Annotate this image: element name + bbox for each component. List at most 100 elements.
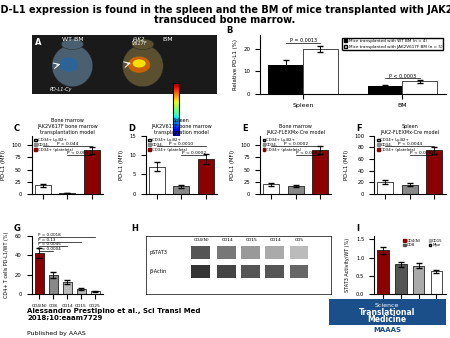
Text: P = 0.044: P = 0.044	[57, 142, 78, 146]
Bar	[59, 193, 75, 194]
Text: pSTAT3: pSTAT3	[149, 250, 167, 255]
Y-axis label: PD-L1 (MFI): PD-L1 (MFI)	[119, 150, 124, 180]
Text: P = 0.0013: P = 0.0013	[289, 38, 317, 43]
Text: Medicine: Medicine	[368, 315, 406, 324]
Text: P < 0.0002: P < 0.0002	[296, 151, 320, 155]
Text: P < 0.0002: P < 0.0002	[182, 151, 206, 155]
Bar	[378, 182, 393, 194]
Y-axis label: PD-L1 (MFI): PD-L1 (MFI)	[1, 150, 6, 180]
Bar	[402, 81, 437, 94]
Legend: CD34+ Ly-B2+, CD34-, CD34+ (platelets): CD34+ Ly-B2+, CD34-, CD34+ (platelets)	[376, 138, 416, 153]
Bar	[191, 246, 210, 259]
Text: Science: Science	[375, 303, 399, 308]
Bar	[426, 150, 442, 194]
Text: β-Actin: β-Actin	[149, 269, 166, 274]
Bar	[217, 265, 236, 278]
Ellipse shape	[59, 57, 78, 72]
Text: P < 0.0003: P < 0.0003	[389, 74, 416, 79]
Text: P < 0.0002: P < 0.0002	[68, 151, 91, 155]
Bar	[198, 159, 214, 194]
Title: Bone marrow
JAK2V617F bone marrow
transplantation model: Bone marrow JAK2V617F bone marrow transp…	[37, 118, 98, 135]
Text: F: F	[356, 124, 362, 133]
Text: P = 0.0045: P = 0.0045	[38, 242, 61, 246]
Ellipse shape	[122, 45, 163, 87]
Text: B: B	[226, 26, 233, 34]
Title: Spleen
JAK2-FLEXMx-Cre model: Spleen JAK2-FLEXMx-Cre model	[380, 124, 439, 135]
Legend: CD4(N), CD8, CD15, Mpe: CD4(N), CD8, CD15, Mpe	[402, 238, 444, 248]
Bar	[268, 65, 303, 94]
Text: P < 0.0004: P < 0.0004	[38, 247, 61, 251]
Text: CD14: CD14	[221, 238, 233, 242]
Text: MAAAS: MAAAS	[373, 327, 401, 333]
Text: transduced bone marrow.: transduced bone marrow.	[154, 15, 296, 25]
Text: CD4(N): CD4(N)	[194, 238, 209, 242]
Text: WT BM: WT BM	[62, 37, 83, 42]
Bar	[431, 271, 442, 294]
Text: D: D	[128, 124, 135, 133]
Legend: Mice transplanted with WT BM (n = 4), Mice transplanted with JAK2V617F BM (n = 5: Mice transplanted with WT BM (n = 4), Mi…	[342, 38, 443, 50]
Bar	[328, 325, 446, 335]
Text: Published by AAAS: Published by AAAS	[27, 331, 86, 336]
Bar	[266, 265, 284, 278]
Ellipse shape	[133, 59, 146, 68]
Title: Spleen
JAK2V617F bone marrow
transplantation model: Spleen JAK2V617F bone marrow transplanta…	[151, 118, 212, 135]
Bar	[49, 275, 58, 294]
Bar	[241, 246, 260, 259]
Ellipse shape	[52, 45, 93, 87]
Text: Fig. 4 PD-L1 expression is found in the spleen and the BM of mice transplanted w: Fig. 4 PD-L1 expression is found in the …	[0, 5, 450, 15]
Text: CD15: CD15	[246, 238, 257, 242]
Bar	[241, 265, 260, 278]
Y-axis label: PD-L1 (MFI): PD-L1 (MFI)	[230, 150, 234, 180]
Bar	[90, 291, 99, 294]
Bar	[289, 246, 308, 259]
Bar	[263, 184, 279, 194]
Text: V617F: V617F	[131, 41, 147, 46]
Text: P = 0.0018: P = 0.0018	[38, 233, 61, 237]
Bar	[312, 150, 328, 194]
Bar	[378, 250, 389, 294]
Bar	[402, 185, 418, 194]
Text: H: H	[131, 224, 138, 233]
Ellipse shape	[61, 39, 83, 49]
Legend: CD34+ Ly-B2+, CD34-, CD34+ (platelets): CD34+ Ly-B2+, CD34-, CD34+ (platelets)	[262, 138, 302, 153]
Text: CD5: CD5	[295, 238, 304, 242]
Text: P < 0.0010: P < 0.0010	[169, 142, 194, 146]
Bar	[35, 253, 44, 294]
Bar	[149, 167, 165, 194]
Text: P = 0.13: P = 0.13	[38, 238, 55, 242]
Bar	[413, 266, 424, 294]
Bar	[289, 265, 308, 278]
Legend: CD34+ Ly-B2+, CD34-, CD34+ (platelets): CD34+ Ly-B2+, CD34-, CD34+ (platelets)	[33, 138, 74, 153]
Text: A: A	[35, 39, 42, 47]
Text: G: G	[14, 224, 21, 233]
Text: PD-L1-Cy: PD-L1-Cy	[50, 88, 72, 92]
Text: E: E	[242, 124, 248, 133]
Text: P < 0.0002: P < 0.0002	[284, 142, 308, 146]
Bar	[368, 86, 402, 94]
Text: Translational: Translational	[359, 308, 415, 317]
Bar	[63, 283, 72, 294]
Bar	[191, 265, 210, 278]
Title: Bone marrow
JAK2-FLEXMx-Cre model: Bone marrow JAK2-FLEXMx-Cre model	[266, 124, 325, 135]
Text: P < 0.0005: P < 0.0005	[410, 151, 434, 155]
Legend: CD34+ Ly-B2+, CD34-, CD34+ (platelets): CD34+ Ly-B2+, CD34-, CD34+ (platelets)	[148, 138, 188, 153]
Y-axis label: STAT3 Activity/WT (%): STAT3 Activity/WT (%)	[346, 238, 351, 292]
Text: P < 0.0044: P < 0.0044	[398, 142, 422, 146]
Bar	[84, 150, 99, 194]
Bar	[288, 186, 304, 194]
Text: CD14: CD14	[270, 238, 282, 242]
Text: I: I	[356, 224, 359, 233]
Text: Alessandro Prestipino et al., Sci Transl Med
2018;10:eaam7729: Alessandro Prestipino et al., Sci Transl…	[27, 308, 201, 320]
Y-axis label: CD4+ T cells PD-L1/WT (%): CD4+ T cells PD-L1/WT (%)	[4, 232, 9, 298]
Bar	[217, 246, 236, 259]
Bar	[76, 289, 86, 294]
Text: JAK2: JAK2	[133, 37, 145, 42]
Ellipse shape	[128, 56, 150, 73]
Bar	[303, 49, 338, 94]
Text: C: C	[14, 124, 20, 133]
Ellipse shape	[132, 39, 154, 49]
Y-axis label: Relative PD-L1 (%): Relative PD-L1 (%)	[233, 39, 238, 90]
Text: BM: BM	[162, 37, 173, 42]
Y-axis label: PD-L1 (MFI): PD-L1 (MFI)	[344, 150, 349, 180]
Bar	[266, 246, 284, 259]
